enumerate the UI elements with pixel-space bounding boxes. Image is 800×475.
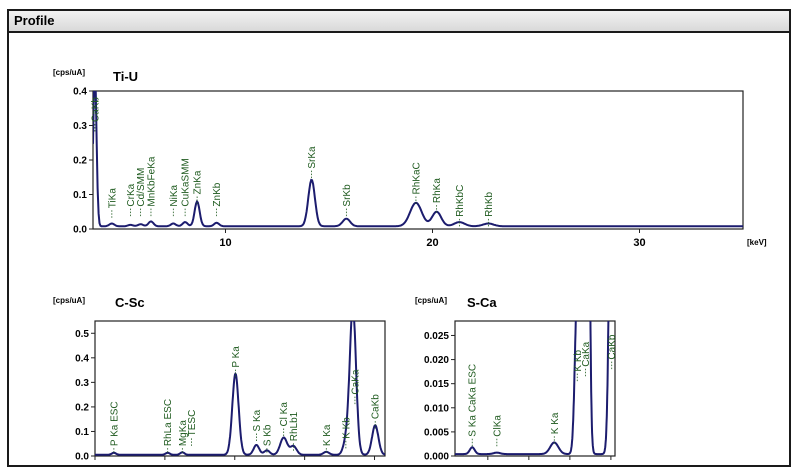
peak-label: RhLa ESC [163, 399, 174, 446]
peak-label: K Kb [573, 350, 584, 372]
y-axis-label: [cps/uA] [53, 68, 85, 77]
peak-label: SrKa [307, 146, 318, 169]
chart-c-sc: C-Sc[cps/uA][keV]0.00.10.20.30.40.501234… [53, 295, 386, 463]
chart-title: Ti-U [113, 69, 138, 84]
peak-label: K Ka [322, 424, 333, 446]
window-content: Ti-U [cps/uA] [keV] 0.0 0.1 0.2 0.3 0.4 10 20 30 Ca… [9, 33, 789, 465]
chart-s-ca: S-Ca[cps/uA][keV]0.0000.0050.0100.0150.0… [415, 295, 618, 463]
peak-label: CaKb [607, 334, 618, 359]
y-tick-label: 0.000 [424, 452, 449, 463]
peak-label: K Kb [341, 417, 352, 439]
x-tick-label: 20 [426, 237, 438, 249]
peak-label: CaKa [581, 341, 592, 366]
peak-label: CrKa [126, 183, 137, 206]
peak-label: RhKb [484, 191, 495, 216]
profile-window: Profile Ti-U [cps/uA] [keV] 0.0 0.1 0.2 0.3 0.4… [7, 9, 791, 467]
y-tick-label: 0.025 [424, 331, 449, 342]
y-tick-label: 0.1 [73, 190, 87, 201]
peak-label: RhKa [432, 178, 443, 203]
peak-label: MnKbFeKa [146, 156, 157, 206]
peak-label: RhKbC [455, 185, 466, 217]
y-axis-label: [cps/uA] [53, 296, 85, 305]
y-tick-label: 0.010 [424, 403, 449, 414]
peak-label: RhLb1 [289, 411, 300, 441]
peak-label: S Ka [252, 409, 263, 431]
y-tick-label: 0.1 [75, 427, 89, 438]
peak-label: CaKb [90, 97, 101, 122]
peak-label: RhKaC [411, 162, 422, 194]
plot-frame [454, 320, 616, 457]
peak-label: NiKa [169, 184, 180, 206]
chart-title: C-Sc [115, 295, 145, 310]
window-title: Profile [14, 13, 55, 28]
peak-label: S Kb [262, 424, 273, 446]
plot-frame [94, 320, 386, 457]
y-tick-label: 0.015 [424, 379, 449, 390]
chart-title: S-Ca [467, 295, 497, 310]
y-tick-label: 0.2 [73, 156, 87, 167]
spectrum-trace [93, 91, 743, 228]
x-tick-label: 10 [219, 237, 231, 249]
peak-label: ClKa [492, 415, 503, 437]
window-titlebar: Profile [9, 11, 789, 33]
y-axis-label: [cps/uA] [415, 296, 447, 305]
peak-label: SrKb [342, 184, 353, 207]
peak-label: Cd/SMM [136, 168, 147, 207]
spectrum-trace [95, 321, 385, 456]
y-tick-label: 0.5 [75, 329, 89, 340]
peak-label: P Ka ESC [109, 401, 120, 446]
y-tick-label: 0.3 [73, 121, 87, 132]
y-tick-label: 0.3 [75, 378, 89, 389]
y-tick-label: 0.0 [73, 225, 87, 236]
peak-label: ZnKb [212, 182, 223, 206]
y-tick-label: 0.4 [75, 353, 89, 364]
peak-label: CuKaSMM [181, 158, 192, 206]
spectrum-trace [455, 321, 610, 456]
peak-label: P Ka [231, 346, 242, 368]
chart-ti-u: Ti-U [cps/uA] [keV] 0.0 0.1 0.2 0.3 0.4 10 20 30 Ca… [53, 68, 767, 249]
peak-label: TiKa [107, 188, 118, 209]
y-tick-label: 0.0 [75, 452, 89, 463]
x-axis-label: [keV] [747, 238, 767, 247]
y-tick-label: 0.2 [75, 402, 89, 413]
peak-label: CaKb [371, 394, 382, 419]
peak-label: TESC [187, 410, 198, 437]
peak-label: CaKa [350, 369, 361, 394]
y-tick-label: 0.020 [424, 355, 449, 366]
y-tick-label: 0.005 [424, 427, 449, 438]
peak-label: MgKa [178, 420, 189, 447]
y-tick-label: 0.4 [73, 87, 87, 98]
peak-label: K Ka [550, 412, 561, 434]
x-tick-label: 30 [633, 237, 645, 249]
peak-label: S Ka CaKa ESC [468, 364, 479, 437]
peak-label: Cl Ka [279, 402, 290, 427]
peak-label: ZnKa [193, 170, 204, 194]
